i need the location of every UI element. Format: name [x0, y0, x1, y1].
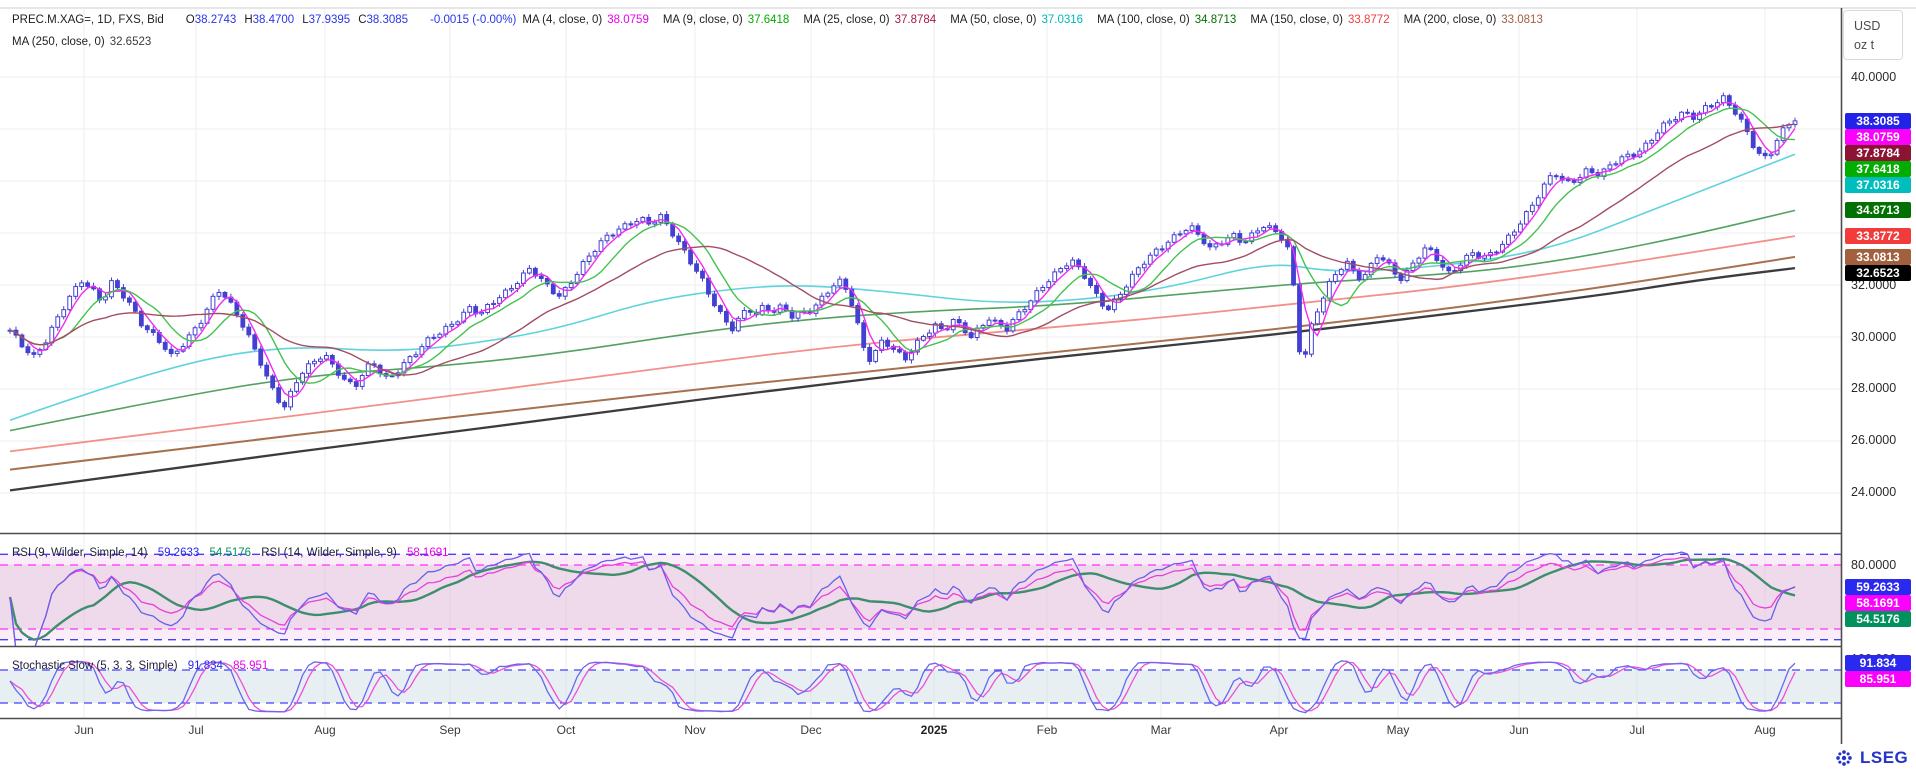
stochastic-legend[interactable]: Stochastic Slow (5, 3, 3, Simple) 91.834…: [12, 660, 275, 672]
ma-value: 34.8713: [1194, 14, 1237, 26]
time-axis-label: Oct: [556, 723, 576, 737]
rsi-9-value: 59.2633: [157, 547, 200, 559]
ohlc-value: 37.9395: [308, 14, 351, 26]
time-axis-label: Aug: [314, 723, 336, 737]
ma-value: 37.8784: [894, 14, 937, 26]
ohlc-letter: L: [302, 14, 309, 26]
time-axis-label: Apr: [1269, 723, 1289, 737]
chart-legend-row2: MA (250, close, 0) 32.6523: [12, 36, 165, 48]
ma-legend-item[interactable]: MA (100, close, 0) 34.8713: [1097, 14, 1236, 26]
time-axis-label: Jun: [74, 723, 94, 737]
ma-value: 37.0316: [1041, 14, 1084, 26]
currency-label: USD: [1854, 18, 1881, 33]
ohlc-letter: O: [185, 14, 195, 26]
ma-label: MA (50, close, 0): [950, 14, 1037, 26]
ohlc-letter: C: [358, 14, 367, 26]
time-axis-label: Feb: [1036, 723, 1058, 737]
rsi-legend[interactable]: RSI (9, Wilder, Simple, 14) 59.2633 54.5…: [12, 547, 456, 559]
price-label-chip: 38.0759: [1845, 129, 1911, 145]
ma-value: 37.6418: [747, 14, 790, 26]
price-label-chip: 91.834: [1845, 655, 1911, 671]
ma-label: MA (100, close, 0): [1097, 14, 1190, 26]
price-label-chip: 38.3085: [1845, 113, 1911, 129]
time-axis-label: Jul: [188, 723, 204, 737]
ma-value: 38.0759: [607, 14, 649, 26]
axis-tick: 28.0000: [1851, 381, 1897, 395]
axis-tick: 40.0000: [1851, 70, 1897, 84]
ma-legend-list: MA (4, close, 0) 38.0759 MA (9, close, 0) 3…: [522, 14, 1556, 26]
ma-legend-item[interactable]: MA (200, close, 0) 33.0813: [1404, 14, 1543, 26]
ohlc-value: 38.3085: [366, 14, 409, 26]
unit-label: oz t: [1854, 37, 1875, 52]
ohlc-value: 38.2743: [194, 14, 237, 26]
price-label-chip: 58.1691: [1845, 595, 1911, 611]
price-label-chip: 37.0316: [1845, 177, 1911, 193]
chart-legend-row1: PREC.M.XAG=, 1D, FXS, Bid O 38.2743 H 38.47…: [12, 14, 1557, 26]
ma-250-legend[interactable]: MA (250, close, 0) 32.6523: [12, 36, 151, 48]
ma-value: 33.8772: [1348, 14, 1390, 26]
rsi-9-ma-value: 54.5176: [209, 547, 252, 559]
ohlc-value: 38.4700: [252, 14, 295, 26]
price-label-chip: 37.8784: [1845, 145, 1911, 161]
axis-tick: 26.0000: [1851, 433, 1897, 447]
lseg-logo: LSEG: [1833, 747, 1908, 769]
time-axis-label: Sep: [439, 723, 461, 737]
ma-legend-item[interactable]: MA (150, close, 0) 33.8772: [1250, 14, 1389, 26]
time-axis-label: Mar: [1150, 723, 1172, 737]
time-axis-label: Aug: [1754, 723, 1776, 737]
axis-tick: 80.0000: [1851, 558, 1897, 572]
ma-legend-item[interactable]: MA (4, close, 0) 38.0759: [522, 14, 648, 26]
ma-legend-item[interactable]: MA (25, close, 0) 37.8784: [803, 14, 936, 26]
price-label-chip: 59.2633: [1845, 579, 1911, 595]
price-label-chip: 85.951: [1845, 671, 1911, 687]
change-value: -0.0015 (-0.00%): [430, 14, 517, 26]
ohlc-values: O 38.2743 H 38.4700 L 37.9395 C 38.3085: [178, 14, 408, 26]
stochastic-k-value: 91.834: [187, 660, 223, 672]
stochastic-d-value: 85.951: [233, 660, 269, 672]
ma-label: MA (4, close, 0): [522, 14, 603, 26]
rsi-14-label: RSI (14, Wilder, Simple, 9): [261, 547, 397, 559]
price-label-chip: 32.6523: [1845, 265, 1911, 281]
price-label-chip: 54.5176: [1845, 611, 1911, 627]
time-axis-label: 2025: [920, 723, 948, 737]
ma-legend-item[interactable]: MA (50, close, 0) 37.0316: [950, 14, 1083, 26]
rsi-9-label: RSI (9, Wilder, Simple, 14): [12, 547, 148, 559]
time-axis-label: Dec: [800, 723, 822, 737]
ma-value: 33.0813: [1501, 14, 1543, 26]
ma-legend-item[interactable]: MA (9, close, 0) 37.6418: [663, 14, 789, 26]
time-axis-label: Jul: [1629, 723, 1645, 737]
price-label-chip: 33.8772: [1845, 228, 1911, 244]
lseg-logo-icon: [1836, 750, 1852, 766]
axis-tick: 24.0000: [1851, 485, 1897, 499]
ma-label: MA (150, close, 0): [1250, 14, 1344, 26]
instrument-label[interactable]: PREC.M.XAG=, 1D, FXS, Bid: [12, 14, 164, 26]
unit-box: USD oz t: [1843, 10, 1903, 60]
ma-label: MA (25, close, 0): [803, 14, 890, 26]
ma-250-label: MA (250, close, 0): [12, 36, 105, 48]
price-label-chip: 37.6418: [1845, 161, 1911, 177]
price-label-chip: 33.0813: [1845, 249, 1911, 265]
ma-label: MA (200, close, 0): [1403, 14, 1497, 26]
stochastic-label: Stochastic Slow (5, 3, 3, Simple): [12, 660, 178, 672]
time-axis-label: May: [1386, 723, 1410, 737]
price-label-chip: 34.8713: [1845, 202, 1911, 218]
ma-250-value: 32.6523: [109, 36, 152, 48]
time-axis-label: Nov: [684, 723, 706, 737]
axis-tick: 30.0000: [1851, 330, 1897, 344]
axis-tick: 32.0000: [1851, 278, 1897, 292]
rsi-14-value: 58.1691: [406, 547, 449, 559]
ohlc-letter: H: [244, 14, 253, 26]
time-axis-label: Jun: [1509, 723, 1529, 737]
ma-label: MA (9, close, 0): [662, 14, 743, 26]
time-axis[interactable]: Jun Jul Aug Sep Oct Nov Dec 2025 Feb Mar Apr May Jun…: [0, 719, 1841, 745]
lseg-logo-text: LSEG: [1860, 748, 1909, 767]
